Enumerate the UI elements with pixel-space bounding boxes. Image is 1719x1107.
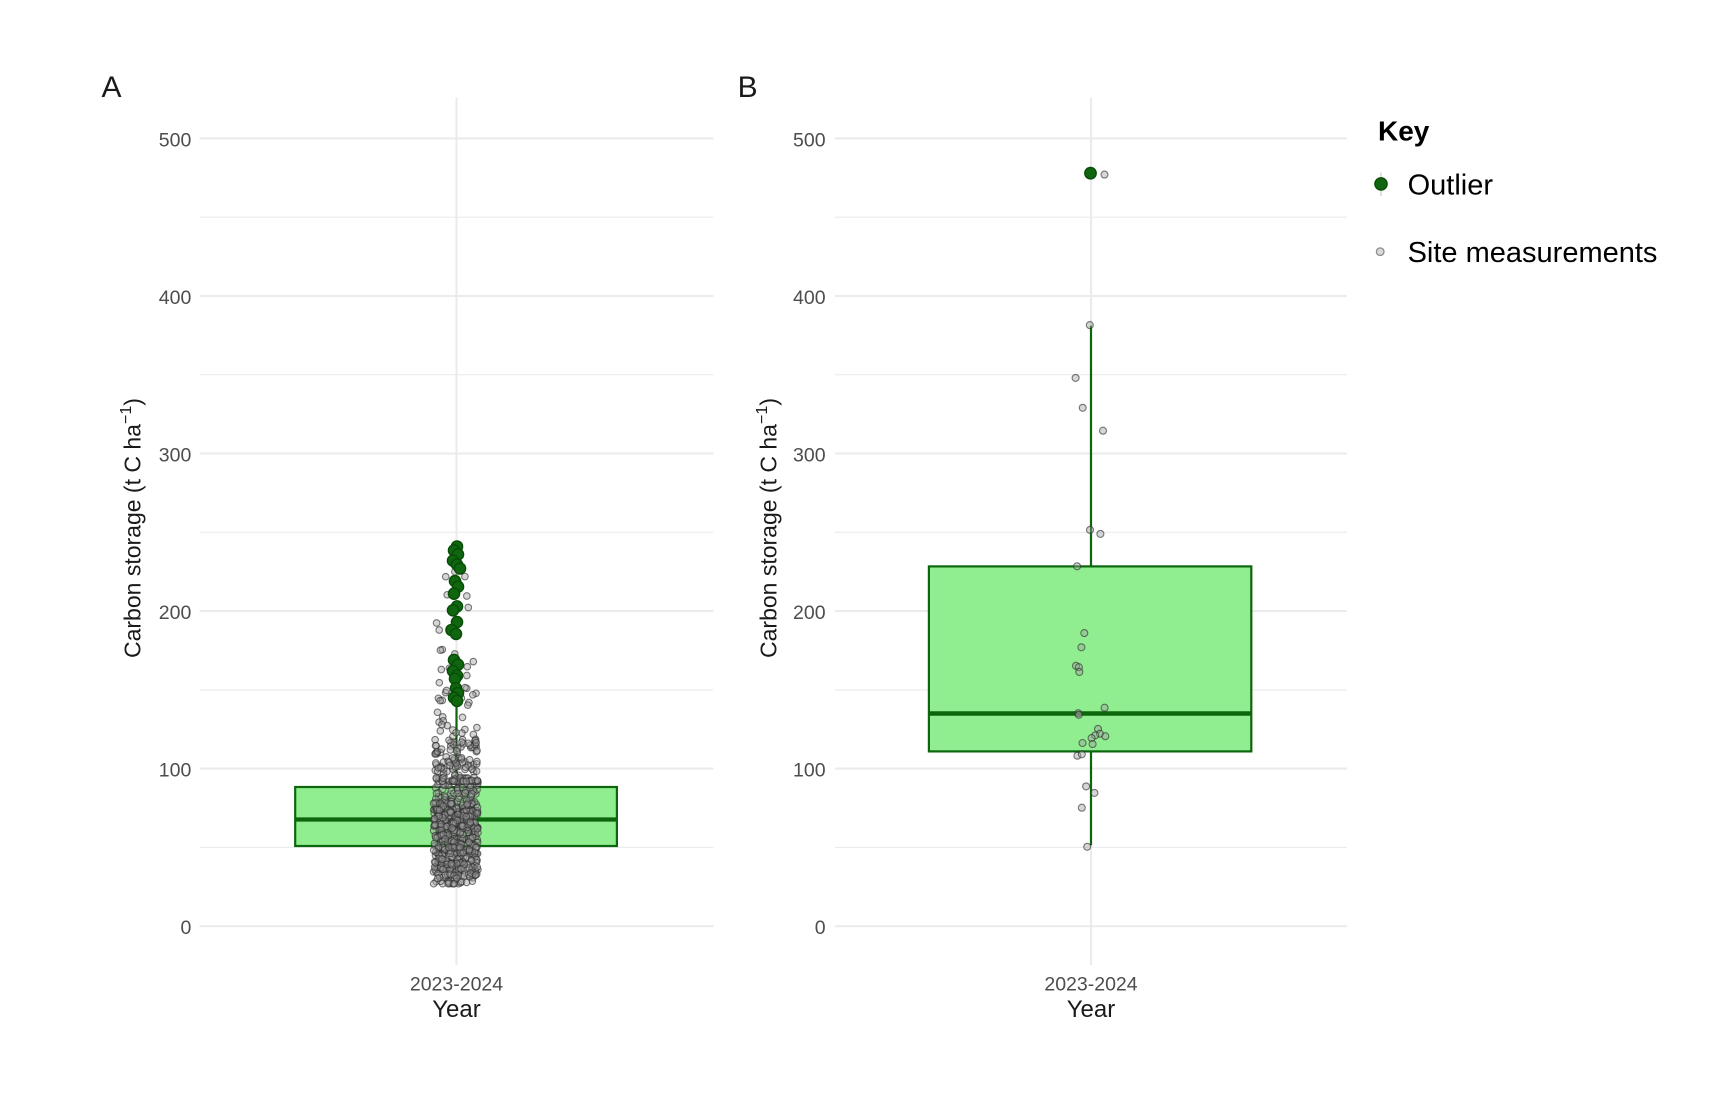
svg-text:B: B	[738, 71, 758, 104]
svg-text:Key: Key	[1378, 116, 1430, 147]
svg-text:200: 200	[159, 602, 192, 624]
svg-text:200: 200	[793, 602, 826, 624]
svg-text:Year: Year	[1067, 996, 1116, 1023]
svg-text:400: 400	[159, 287, 192, 309]
svg-text:0: 0	[815, 917, 826, 939]
svg-text:Carbon storage (t C ha−1): Carbon storage (t C ha−1)	[117, 398, 146, 658]
svg-text:A: A	[102, 71, 122, 104]
svg-text:Carbon storage (t C ha−1): Carbon storage (t C ha−1)	[753, 398, 782, 658]
svg-text:500: 500	[159, 129, 192, 151]
svg-text:Outlier: Outlier	[1408, 170, 1494, 202]
svg-text:500: 500	[793, 129, 826, 151]
svg-text:300: 300	[793, 445, 826, 467]
svg-text:100: 100	[793, 760, 826, 782]
svg-text:100: 100	[159, 760, 192, 782]
svg-text:2023-2024: 2023-2024	[1044, 973, 1137, 995]
svg-text:400: 400	[793, 287, 826, 309]
svg-text:0: 0	[180, 917, 191, 939]
svg-text:2023-2024: 2023-2024	[410, 973, 503, 995]
svg-text:Site measurements: Site measurements	[1408, 237, 1658, 269]
svg-text:300: 300	[159, 445, 192, 467]
svg-text:Year: Year	[432, 996, 481, 1023]
